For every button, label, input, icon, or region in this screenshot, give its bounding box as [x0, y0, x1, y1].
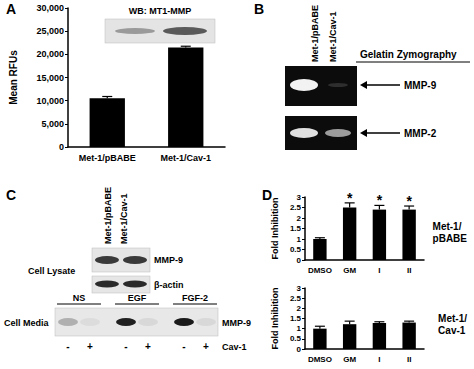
- svg-text:3: 3: [297, 193, 302, 202]
- svg-text:1: 1: [297, 235, 302, 244]
- svg-text:A: A: [6, 1, 16, 17]
- svg-text:EGF: EGF: [128, 293, 147, 303]
- svg-text:MMP-9: MMP-9: [222, 318, 251, 328]
- svg-text:2.5: 2.5: [290, 203, 302, 212]
- svg-text:Gelatin Zymography: Gelatin Zymography: [360, 49, 457, 60]
- svg-text:DMSO: DMSO: [308, 266, 332, 275]
- svg-text:C: C: [6, 187, 16, 203]
- svg-text:*: *: [406, 193, 412, 209]
- svg-text:*: *: [377, 192, 383, 208]
- svg-text:0: 0: [297, 256, 302, 265]
- svg-text:0.5: 0.5: [290, 245, 302, 254]
- svg-text:II: II: [407, 266, 411, 275]
- svg-text:MMP-2: MMP-2: [404, 128, 437, 139]
- svg-text:+: +: [145, 341, 151, 352]
- svg-text:Met-1/pBABE: Met-1/pBABE: [103, 187, 113, 244]
- svg-text:Fold Inhibition: Fold Inhibition: [270, 288, 280, 350]
- svg-text:NS: NS: [73, 293, 86, 303]
- svg-text:20,000: 20,000: [36, 49, 64, 59]
- svg-text:2: 2: [297, 214, 302, 223]
- svg-text:Met-1/Cav-1: Met-1/Cav-1: [328, 11, 338, 62]
- svg-text:FGF-2: FGF-2: [182, 293, 208, 303]
- svg-text:-: -: [124, 341, 127, 352]
- svg-text:-: -: [182, 341, 185, 352]
- svg-text:I: I: [378, 266, 380, 275]
- svg-text:0: 0: [59, 142, 64, 152]
- svg-text:II: II: [407, 355, 411, 364]
- svg-text:2: 2: [297, 304, 302, 313]
- svg-text:*: *: [347, 190, 353, 206]
- svg-text:25,000: 25,000: [36, 26, 64, 36]
- svg-text:+: +: [203, 341, 209, 352]
- svg-text:-: -: [66, 341, 69, 352]
- svg-text:5,000: 5,000: [41, 119, 64, 129]
- svg-text:30,000: 30,000: [36, 3, 64, 13]
- svg-text:Met-1/pBABE: Met-1/pBABE: [310, 5, 320, 62]
- svg-text:GM: GM: [343, 355, 356, 364]
- svg-text:Cell Media: Cell Media: [4, 318, 50, 328]
- svg-text:Met-1/pBABE: Met-1/pBABE: [79, 153, 136, 163]
- svg-text:1: 1: [297, 324, 302, 333]
- svg-text:Cell Lysate: Cell Lysate: [28, 266, 75, 276]
- svg-text:1.5: 1.5: [290, 314, 302, 323]
- svg-text:I: I: [378, 355, 380, 364]
- svg-text:B: B: [254, 1, 264, 17]
- svg-text:Met-1/: Met-1/: [438, 313, 467, 324]
- svg-text:D: D: [262, 187, 272, 203]
- svg-text:3: 3: [297, 284, 302, 293]
- svg-text:0: 0: [297, 345, 302, 354]
- svg-text:0.5: 0.5: [290, 334, 302, 343]
- svg-text:Cav-1: Cav-1: [222, 342, 247, 352]
- svg-text:2.5: 2.5: [290, 294, 302, 303]
- svg-text:+: +: [87, 341, 93, 352]
- svg-text:Mean RFUs: Mean RFUs: [8, 50, 19, 105]
- svg-text:pBABE: pBABE: [433, 233, 468, 244]
- svg-text:Fold Inhibition: Fold Inhibition: [270, 198, 280, 260]
- svg-text:WB: MT1-MMP: WB: MT1-MMP: [129, 6, 192, 16]
- svg-text:Met-1/Cav-1: Met-1/Cav-1: [119, 193, 129, 244]
- svg-text:Cav-1: Cav-1: [438, 325, 466, 336]
- svg-text:β-actin: β-actin: [154, 280, 184, 290]
- svg-text:MMP-9: MMP-9: [154, 255, 183, 265]
- svg-text:Met-1/Cav-1: Met-1/Cav-1: [160, 153, 211, 163]
- svg-text:15,000: 15,000: [36, 73, 64, 83]
- svg-text:MMP-9: MMP-9: [404, 80, 437, 91]
- svg-text:1.5: 1.5: [290, 224, 302, 233]
- svg-text:10,000: 10,000: [36, 96, 64, 106]
- svg-text:Met-1/: Met-1/: [433, 221, 462, 232]
- svg-text:DMSO: DMSO: [308, 355, 332, 364]
- svg-text:GM: GM: [343, 266, 356, 275]
